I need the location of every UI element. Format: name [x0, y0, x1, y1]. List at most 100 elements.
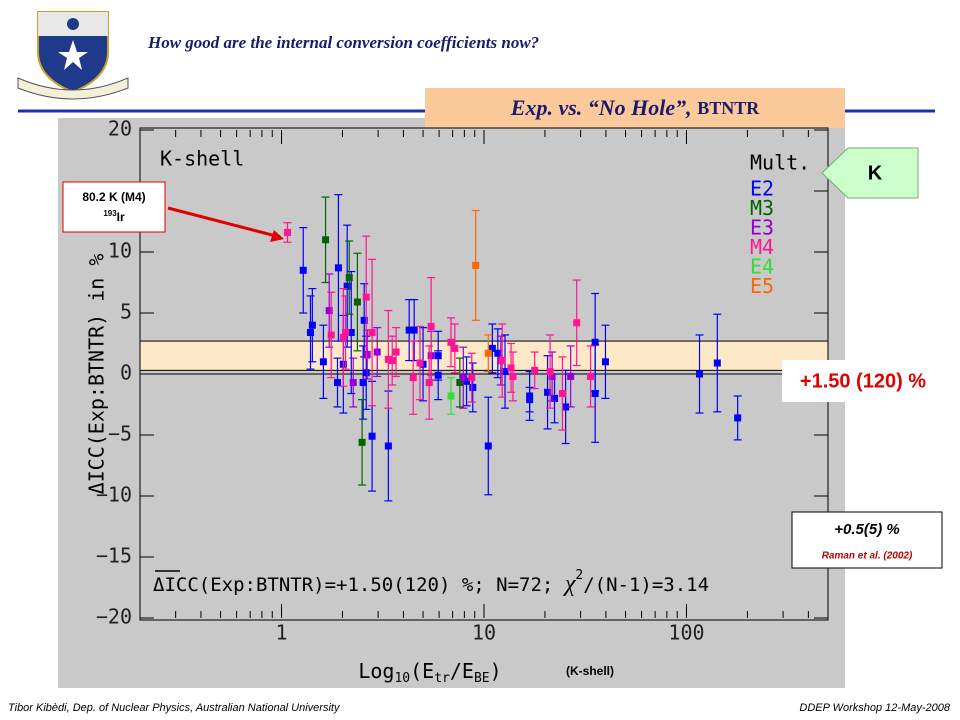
data-point	[319, 358, 327, 366]
data-point	[567, 372, 575, 380]
y-tick-label: −20	[96, 605, 132, 629]
legend-label: E4	[750, 255, 774, 279]
data-point	[368, 329, 376, 337]
x-axis-label-part: /E	[450, 659, 474, 683]
data-point	[410, 326, 418, 334]
data-point	[322, 236, 330, 244]
data-point	[425, 379, 433, 387]
data-point	[573, 319, 581, 327]
data-point	[405, 326, 413, 334]
data-point	[548, 372, 556, 380]
legend-label: M3	[750, 196, 774, 220]
data-point	[498, 357, 506, 365]
mean-label: +1.50 (120) %	[800, 370, 926, 392]
data-point	[488, 344, 496, 352]
data-point	[601, 358, 609, 366]
x-tick-label: 10	[472, 621, 496, 645]
data-point	[463, 377, 471, 385]
callout-arrowhead	[270, 230, 284, 242]
reference-box	[791, 511, 943, 569]
callout-arrow	[167, 206, 277, 238]
shell-tag	[821, 147, 919, 199]
data-point	[468, 374, 476, 382]
data-point	[283, 228, 291, 236]
x-tick-label: 1	[276, 621, 288, 645]
data-point	[339, 333, 347, 341]
formula-part: χ	[563, 571, 577, 597]
footer-right: DDEP Workshop 12-May-2008	[799, 702, 950, 714]
data-point	[409, 374, 417, 382]
x-axis-label: Log10(Etr/EBE)	[358, 659, 501, 686]
legend-title: Mult.	[750, 151, 810, 175]
slide-title: How good are the internal conversion coe…	[147, 33, 539, 52]
data-point	[451, 344, 459, 352]
data-point	[392, 348, 400, 356]
subtitle-box	[425, 88, 845, 128]
data-point	[327, 331, 335, 339]
y-axis-label: ΔICC(Exp:BTNTR) in %	[85, 254, 109, 495]
reference-source: Raman et al. (2002)	[822, 551, 913, 562]
data-point	[434, 371, 442, 379]
data-point	[469, 383, 477, 391]
data-point	[507, 364, 515, 372]
data-point	[368, 432, 376, 440]
data-point	[362, 293, 370, 301]
data-point	[531, 366, 539, 374]
x-axis-label-subscript: 10	[394, 671, 410, 686]
data-point	[325, 307, 333, 315]
data-point	[349, 379, 357, 387]
data-point	[360, 316, 368, 324]
x-axis-label-part: )	[490, 659, 502, 683]
data-point	[353, 298, 361, 306]
plot-label: K-shell	[160, 147, 244, 171]
y-tick-label: 20	[108, 117, 132, 141]
data-point	[358, 438, 366, 446]
data-point	[343, 282, 351, 290]
callout-isotope: 193Ir	[103, 209, 125, 224]
callout-mass: 193	[103, 209, 117, 218]
footer-left: Tibor Kibèdi, Dep. of Nuclear Physics, A…	[8, 702, 341, 714]
plot: −20−15−10−505101520110100K-shellΔICC(Exp…	[85, 117, 829, 686]
legend-label: E3	[750, 216, 774, 240]
data-point	[447, 392, 455, 400]
y-tick-label: 5	[120, 300, 132, 324]
data-point	[713, 359, 721, 367]
data-point	[526, 396, 534, 404]
data-point	[334, 264, 342, 272]
data-point	[306, 329, 314, 337]
data-point	[342, 329, 350, 337]
data-point	[373, 348, 381, 356]
legend-label: E5	[750, 274, 774, 298]
data-point	[359, 379, 367, 387]
data-point	[544, 388, 552, 396]
callout-box	[62, 181, 166, 233]
data-point	[384, 355, 392, 363]
legend-label: E2	[750, 177, 774, 201]
logo	[17, 11, 129, 100]
reference-value: +0.5(5) %	[834, 521, 899, 538]
subtitle-main: Exp. vs. “No Hole”,	[510, 95, 697, 120]
x-tick-label: 100	[668, 621, 704, 645]
data-point	[558, 390, 566, 398]
callout-label: 80.2 K (M4)	[82, 190, 145, 204]
x-axis-label-part: (E	[410, 659, 434, 683]
formula-part: /(N-1)=3.14	[583, 574, 709, 596]
x-axis-label-subscript: BE	[474, 671, 490, 686]
data-point	[447, 338, 455, 346]
data-point	[501, 368, 509, 376]
y-tick-label: −5	[108, 422, 132, 446]
data-point	[308, 321, 316, 329]
data-point	[484, 442, 492, 450]
data-point	[362, 369, 370, 377]
data-point	[591, 390, 599, 398]
formula-part: 2	[575, 568, 583, 583]
x-axis-label-part: Log	[358, 659, 394, 683]
data-point	[546, 368, 554, 376]
mean-box	[782, 360, 945, 402]
data-point	[494, 349, 502, 357]
data-point	[299, 266, 307, 274]
data-point	[509, 372, 517, 380]
data-point	[384, 442, 392, 450]
